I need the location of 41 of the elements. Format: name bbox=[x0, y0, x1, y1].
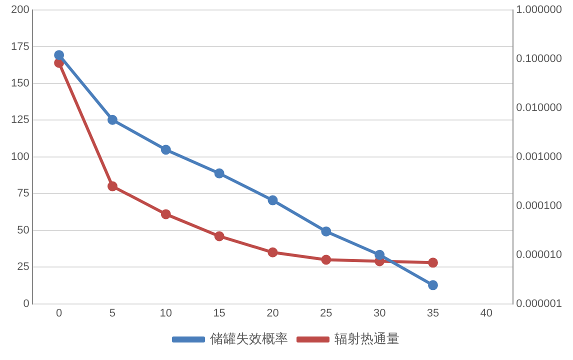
x-tick-label: 5 bbox=[109, 307, 116, 320]
point bbox=[54, 50, 64, 60]
x-tick-label: 15 bbox=[213, 307, 226, 320]
y-tick-label: 100 bbox=[10, 150, 30, 163]
y2-tick-label: 0.000010 bbox=[516, 248, 562, 261]
point bbox=[428, 280, 438, 290]
y-tick-label: 0 bbox=[23, 298, 30, 310]
y-tick-label: 175 bbox=[10, 40, 30, 53]
y-tick-label: 75 bbox=[17, 188, 30, 200]
x-tick-label: 30 bbox=[373, 307, 386, 320]
point bbox=[374, 250, 385, 260]
y2-tick-label: 1.000000 bbox=[516, 4, 562, 16]
x-tick-label: 20 bbox=[266, 307, 279, 320]
y-tick-label: 200 bbox=[10, 4, 30, 16]
point bbox=[107, 181, 118, 192]
point bbox=[214, 231, 224, 242]
x-tick-label: 35 bbox=[426, 307, 440, 320]
x-tick-label: 25 bbox=[320, 307, 332, 320]
x-tick-label: 10 bbox=[160, 307, 172, 320]
y2-tick-label: 0.001000 bbox=[516, 150, 562, 163]
legend-label: 辐射热通量 bbox=[334, 332, 400, 347]
y2-tick-label: 0.000100 bbox=[516, 200, 562, 212]
point bbox=[268, 195, 278, 206]
legend-label: 储罐失效概率 bbox=[210, 330, 288, 347]
x-tick-label: 0 bbox=[56, 307, 62, 320]
point bbox=[321, 226, 332, 236]
point bbox=[321, 254, 332, 265]
y2-tick-label: 0.010000 bbox=[516, 102, 562, 114]
point bbox=[160, 209, 171, 220]
y-tick-label: 50 bbox=[17, 224, 30, 236]
y-tick-label: 25 bbox=[17, 261, 30, 274]
point bbox=[214, 168, 224, 178]
y-tick-label: 125 bbox=[10, 114, 30, 126]
point bbox=[107, 114, 118, 125]
y2-tick-label: 0.100000 bbox=[516, 53, 562, 65]
point bbox=[160, 144, 171, 155]
y-tick-label: 150 bbox=[10, 77, 30, 90]
point bbox=[268, 247, 278, 258]
point bbox=[428, 258, 438, 268]
y2-tick-label: 0.000001 bbox=[516, 298, 562, 310]
x-tick-label: 40 bbox=[480, 307, 493, 320]
